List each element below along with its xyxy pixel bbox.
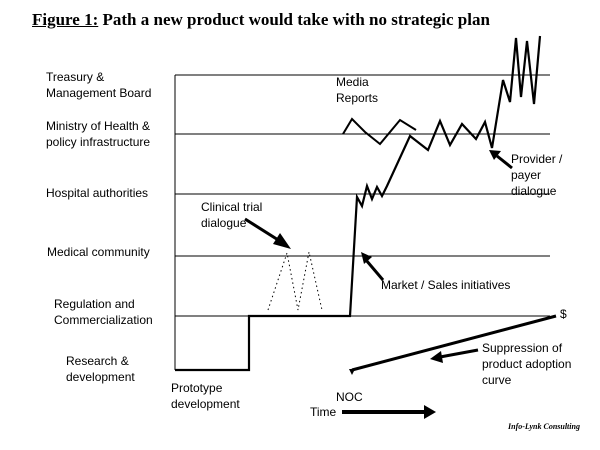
level-label-hospital: Hospital authorities bbox=[46, 186, 149, 200]
figure-number: Figure 1: bbox=[32, 10, 99, 29]
provider-payer-arrowhead bbox=[489, 150, 501, 160]
annotation-time: Time bbox=[310, 405, 337, 419]
annotation-dollar: $ bbox=[560, 307, 567, 321]
clinical-trial-arrowhead bbox=[273, 233, 291, 249]
suppression-line bbox=[351, 314, 557, 372]
level-label-treasury: Treasury & Management Board bbox=[46, 70, 152, 100]
noc-marker bbox=[349, 369, 355, 375]
annotation-market-sales: Market / Sales initiatives bbox=[381, 278, 511, 292]
annotation-clinical-trial: Clinical trial dialogue bbox=[201, 200, 263, 230]
annotation-media-reports: Media Reports bbox=[336, 75, 379, 105]
annotation-noc: NOC bbox=[336, 390, 363, 404]
media-reports-line bbox=[342, 117, 417, 146]
annotation-provider-payer: Provider / payer dialogue bbox=[511, 152, 563, 198]
annotation-prototype: Prototype development bbox=[171, 381, 240, 411]
level-label-regulation: Regulation and Commercialization bbox=[54, 297, 153, 327]
provider-payer-arrow bbox=[496, 154, 513, 170]
annotation-suppression: Suppression of product adoption curve bbox=[482, 341, 572, 387]
market-sales-arrowhead bbox=[361, 252, 372, 264]
figure-title: Figure 1: Path a new product would take … bbox=[32, 10, 490, 30]
level-label-research: Research & development bbox=[66, 354, 135, 384]
level-label-ministry: Ministry of Health & policy infrastructu… bbox=[46, 119, 151, 149]
credit-watermark: Info-Lynk Consulting bbox=[508, 422, 580, 431]
figure-title-text: Path a new product would take with no st… bbox=[102, 10, 490, 29]
suppression-arrowhead bbox=[430, 351, 443, 363]
time-arrowhead bbox=[424, 405, 436, 419]
clinical-trial-dotted-arcs bbox=[267, 251, 323, 311]
product-path-line bbox=[175, 35, 542, 372]
market-sales-arrow bbox=[364, 259, 385, 281]
suppression-arrow bbox=[439, 348, 479, 359]
level-label-medical: Medical community bbox=[47, 245, 150, 259]
